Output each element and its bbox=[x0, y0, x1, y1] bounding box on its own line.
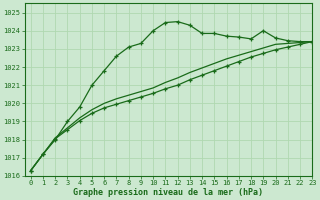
X-axis label: Graphe pression niveau de la mer (hPa): Graphe pression niveau de la mer (hPa) bbox=[74, 188, 263, 197]
